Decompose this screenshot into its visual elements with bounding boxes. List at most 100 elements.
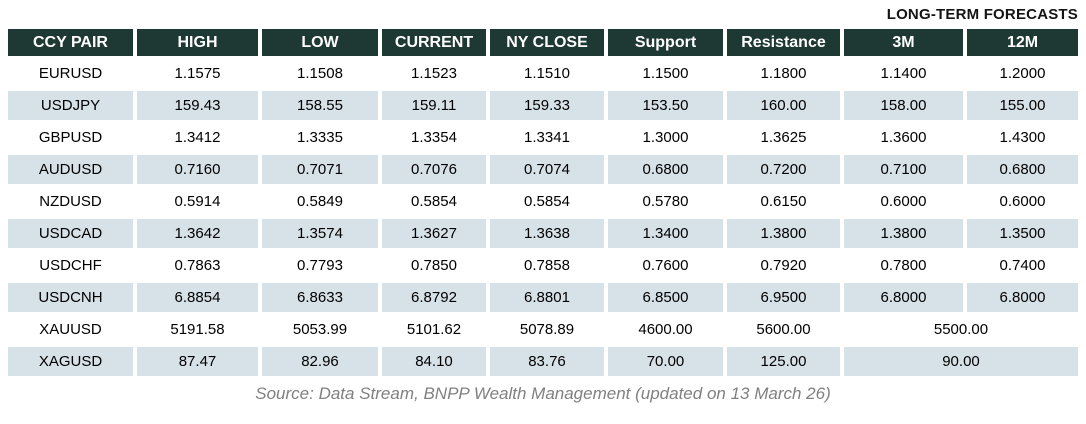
forecast-3m-cell: 0.7100	[844, 155, 963, 184]
header-support: Support	[608, 29, 723, 56]
high-cell: 0.5914	[137, 187, 258, 216]
current-cell: 0.7850	[382, 251, 486, 280]
table-row: AUDUSD 0.7160 0.7071 0.7076 0.7074 0.6800 0.72…	[8, 155, 1078, 184]
ccy-pair-cell: NZDUSD	[8, 187, 133, 216]
current-cell: 1.3627	[382, 219, 486, 248]
forecast-3m-cell: 6.8000	[844, 283, 963, 312]
low-cell: 5053.99	[262, 315, 378, 344]
ny-close-cell: 0.7074	[490, 155, 604, 184]
forecast-12m-cell: 155.00	[967, 91, 1078, 120]
forecast-3m-cell: 158.00	[844, 91, 963, 120]
resistance-cell: 0.7920	[727, 251, 840, 280]
table-row: XAGUSD 87.47 82.96 84.10 83.76 70.00 125.00 90.…	[8, 347, 1078, 376]
ccy-pair-cell: GBPUSD	[8, 123, 133, 152]
ccy-pair-cell: USDJPY	[8, 91, 133, 120]
table-row: NZDUSD 0.5914 0.5849 0.5854 0.5854 0.5780 0.61…	[8, 187, 1078, 216]
source-caption: Source: Data Stream, BNPP Wealth Managem…	[255, 384, 831, 403]
forecast-merged-cell: 90.00	[844, 347, 1078, 376]
low-cell: 0.7071	[262, 155, 378, 184]
low-cell: 158.55	[262, 91, 378, 120]
resistance-cell: 0.7200	[727, 155, 840, 184]
table-row: USDJPY 159.43 158.55 159.11 159.33 153.50 160.…	[8, 91, 1078, 120]
support-cell: 6.8500	[608, 283, 723, 312]
ny-close-cell: 0.5854	[490, 187, 604, 216]
forecast-3m-cell: 1.1400	[844, 59, 963, 88]
high-cell: 87.47	[137, 347, 258, 376]
ny-close-cell: 1.3341	[490, 123, 604, 152]
high-cell: 1.3412	[137, 123, 258, 152]
forecast-12m-cell: 1.3500	[967, 219, 1078, 248]
header-ccy-pair: CCY PAIR	[8, 29, 133, 56]
header-current: CURRENT	[382, 29, 486, 56]
fx-forecast-table: CCY PAIR HIGH LOW CURRENT NY CLOSE Suppo…	[4, 26, 1082, 379]
forecast-3m-cell: 0.7800	[844, 251, 963, 280]
resistance-cell: 6.9500	[727, 283, 840, 312]
ccy-pair-cell: USDCNH	[8, 283, 133, 312]
table-row: EURUSD 1.1575 1.1508 1.1523 1.1510 1.1500 1.18…	[8, 59, 1078, 88]
resistance-cell: 1.1800	[727, 59, 840, 88]
header-high: HIGH	[137, 29, 258, 56]
low-cell: 82.96	[262, 347, 378, 376]
current-cell: 5101.62	[382, 315, 486, 344]
ccy-pair-cell: EURUSD	[8, 59, 133, 88]
resistance-cell: 160.00	[727, 91, 840, 120]
header-low: LOW	[262, 29, 378, 56]
high-cell: 5191.58	[137, 315, 258, 344]
forecast-12m-cell: 1.2000	[967, 59, 1078, 88]
low-cell: 0.5849	[262, 187, 378, 216]
ny-close-cell: 83.76	[490, 347, 604, 376]
ny-close-cell: 1.3638	[490, 219, 604, 248]
support-cell: 0.6800	[608, 155, 723, 184]
resistance-cell: 0.6150	[727, 187, 840, 216]
high-cell: 1.3642	[137, 219, 258, 248]
support-cell: 1.1500	[608, 59, 723, 88]
ny-close-cell: 5078.89	[490, 315, 604, 344]
table-row: USDCHF 0.7863 0.7793 0.7850 0.7858 0.7600 0.79…	[8, 251, 1078, 280]
current-cell: 0.5854	[382, 187, 486, 216]
support-cell: 0.7600	[608, 251, 723, 280]
current-cell: 6.8792	[382, 283, 486, 312]
current-cell: 84.10	[382, 347, 486, 376]
forecast-12m-cell: 0.6000	[967, 187, 1078, 216]
header-3m: 3M	[844, 29, 963, 56]
current-cell: 1.3354	[382, 123, 486, 152]
table-row: XAUUSD 5191.58 5053.99 5101.62 5078.89 4600.0…	[8, 315, 1078, 344]
forecast-merged-cell: 5500.00	[844, 315, 1078, 344]
support-cell: 4600.00	[608, 315, 723, 344]
ccy-pair-cell: XAUUSD	[8, 315, 133, 344]
low-cell: 1.3574	[262, 219, 378, 248]
high-cell: 6.8854	[137, 283, 258, 312]
ccy-pair-cell: AUDUSD	[8, 155, 133, 184]
header-12m: 12M	[967, 29, 1078, 56]
high-cell: 1.1575	[137, 59, 258, 88]
support-cell: 1.3400	[608, 219, 723, 248]
high-cell: 0.7160	[137, 155, 258, 184]
long-term-forecasts-title: LONG-TERM FORECASTS	[886, 6, 1078, 23]
ccy-pair-cell: XAGUSD	[8, 347, 133, 376]
ny-close-cell: 0.7858	[490, 251, 604, 280]
forecast-12m-cell: 1.4300	[967, 123, 1078, 152]
low-cell: 1.1508	[262, 59, 378, 88]
forecast-3m-cell: 1.3600	[844, 123, 963, 152]
resistance-cell: 1.3800	[727, 219, 840, 248]
ny-close-cell: 6.8801	[490, 283, 604, 312]
ccy-pair-cell: USDCAD	[8, 219, 133, 248]
support-cell: 153.50	[608, 91, 723, 120]
current-cell: 1.1523	[382, 59, 486, 88]
resistance-cell: 5600.00	[727, 315, 840, 344]
header-resistance: Resistance	[727, 29, 840, 56]
ccy-pair-cell: USDCHF	[8, 251, 133, 280]
high-cell: 159.43	[137, 91, 258, 120]
support-cell: 1.3000	[608, 123, 723, 152]
table-header-row: CCY PAIR HIGH LOW CURRENT NY CLOSE Suppo…	[8, 29, 1078, 56]
resistance-cell: 125.00	[727, 347, 840, 376]
forecast-12m-cell: 0.7400	[967, 251, 1078, 280]
forecast-12m-cell: 6.8000	[967, 283, 1078, 312]
header-ny-close: NY CLOSE	[490, 29, 604, 56]
resistance-cell: 1.3625	[727, 123, 840, 152]
low-cell: 1.3335	[262, 123, 378, 152]
table-row: GBPUSD 1.3412 1.3335 1.3354 1.3341 1.3000 1.36…	[8, 123, 1078, 152]
table-row: USDCNH 6.8854 6.8633 6.8792 6.8801 6.8500 6.95…	[8, 283, 1078, 312]
forecast-3m-cell: 1.3800	[844, 219, 963, 248]
